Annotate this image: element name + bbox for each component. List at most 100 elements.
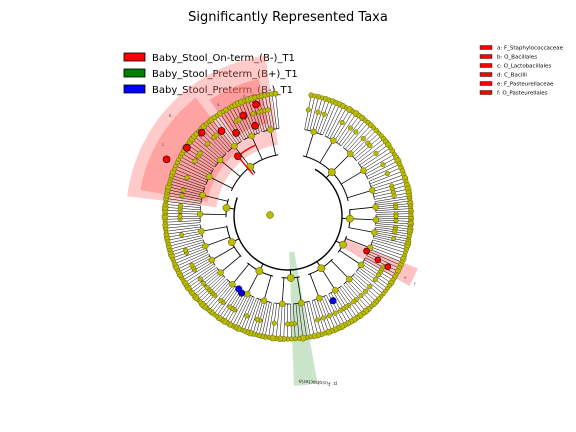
sub-branch [331,153,351,173]
leaf-branch [323,296,339,328]
leaf-branch [173,245,206,258]
highlight-node-red [363,247,370,255]
leaf-branch [366,161,398,177]
leaf-branch [306,301,315,336]
inner-node [338,307,344,313]
leaf-branch [340,118,362,146]
highlight-node-red [252,100,260,109]
leaf-branch [372,181,406,192]
leaf-branch [343,120,365,148]
sub-branch [330,260,350,280]
leaf-branch [375,203,410,208]
leaf-branch [334,112,353,142]
inner-node [353,129,359,135]
inner-node [320,315,326,321]
clade-node [327,168,336,177]
leaf-branch [179,255,210,272]
leaf-branch [324,105,340,137]
leaf-branch [369,248,402,262]
inner-node [360,135,366,141]
inner-node [384,171,390,177]
clade-node [346,214,354,223]
leaf-branch [373,189,408,198]
leaf-branch [275,94,280,129]
leaf-branch [238,296,253,328]
leaf-branch [172,175,206,188]
leaf-branch [321,297,335,329]
leaf-branch [375,223,410,227]
clade-node [286,274,295,282]
leaf-branch [224,291,243,321]
sub-node [267,126,274,133]
leaf-branch [211,284,234,312]
leaf-branch [375,213,410,215]
leaf-branch [312,98,323,132]
leaf-branch [169,235,203,244]
leaf-branch [167,198,201,204]
leaf-branch [214,118,236,146]
sub-node [260,297,268,304]
highlight-node-blue [329,297,337,305]
sector-pasteurellales [341,239,418,286]
leaf-branch [214,286,236,314]
inner-node [393,204,399,210]
inner-node [376,272,382,278]
sub-branch [270,129,277,156]
leaf-branch [304,96,312,130]
leaf-branch [375,225,410,230]
leaf-branch [349,278,374,304]
leaf-branch [370,246,403,259]
inner-node [305,107,311,113]
leaf-branch [350,130,376,155]
key-swatch-e [479,81,493,86]
leaf-branch [371,178,405,190]
inner-node [183,247,189,253]
key-swatch-c [479,63,493,68]
leaf-branch [222,289,241,319]
highlight-node-red [239,111,248,120]
leaf-branch [219,288,239,318]
leaf-branch [358,142,386,164]
leaf-branch [204,280,229,306]
leaf-branch [170,239,204,250]
highlight-node-red [197,128,206,137]
leaf-branch [341,285,363,313]
leaf-branch [311,300,322,334]
leaf-branch [184,150,214,170]
sub-branch [305,131,315,157]
sub-node [372,203,379,211]
inner-node [244,313,250,319]
leaf-branch [241,297,255,329]
leaf-branch [187,265,216,285]
leaf-branch [166,210,201,213]
leaf-branch [319,102,333,135]
inner-node [326,313,332,319]
inner-node [392,229,398,235]
sub-branch [281,277,285,304]
inner-node [197,276,203,282]
leaf-branch [375,210,410,213]
leaf-branch [201,129,227,154]
sub-node [310,128,317,136]
leaf-branch [272,303,278,338]
leaf-branch [190,142,218,164]
leaf-branch [367,253,399,269]
inner-node [184,175,190,181]
sub-node [199,191,206,199]
inner-node [189,262,195,268]
leaf-branch [347,125,371,152]
leaf-branch [168,233,202,241]
sub-branch [349,206,376,211]
leaf-branch [196,274,223,297]
key-swatch-b [479,54,493,59]
leaf-branch [338,116,359,145]
leaf-branch [209,122,232,149]
leaf-branch [167,195,202,202]
sector-tag-f: f [414,282,416,287]
leaf-branch [361,263,391,283]
leaf-branch [227,292,245,323]
sub-node [368,187,376,194]
inner-node [358,293,364,299]
inner-node [197,150,203,156]
